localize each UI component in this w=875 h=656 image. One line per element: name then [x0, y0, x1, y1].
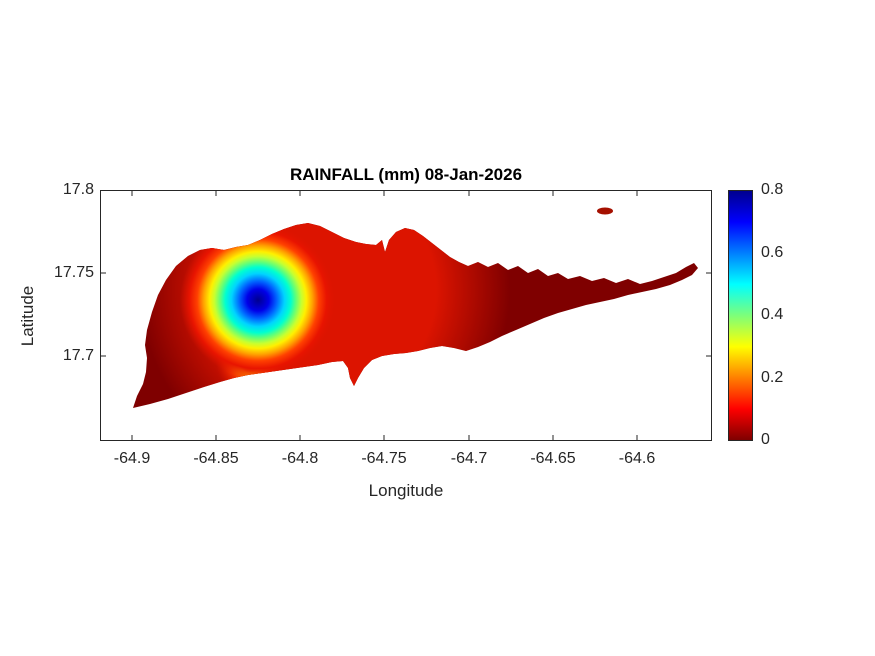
x-tick-label: -64.9	[113, 450, 151, 467]
x-tick-label: -64.8	[281, 450, 319, 467]
y-tick-label: 17.8	[62, 181, 94, 198]
colorbar-tick-label: 0.2	[761, 369, 784, 386]
colorbar-tick-label: 0.4	[761, 306, 784, 323]
y-tick-label: 17.7	[62, 347, 94, 364]
figure-title: RAINFALL (mm) 08-Jan-2026	[289, 165, 523, 184]
x-tick-label: -64.65	[530, 450, 576, 467]
colorbar-tick-label: 0.6	[761, 244, 784, 261]
y-tick-label: 17.75	[53, 264, 94, 281]
x-tick-label: -64.7	[450, 450, 488, 467]
axes-box	[100, 190, 712, 441]
y-axis-label: Latitude	[18, 285, 37, 347]
colorbar-tick-label: 0.8	[761, 181, 784, 198]
x-tick-label: -64.6	[618, 450, 656, 467]
map-plot-area	[100, 190, 712, 441]
x-tick-label: -64.75	[361, 450, 407, 467]
colorbar	[728, 190, 753, 441]
rainfall-primary-maximum	[180, 223, 336, 378]
islet-shape	[597, 207, 613, 215]
colorbar-tick-label: 0	[761, 431, 770, 448]
x-axis-label: Longitude	[368, 481, 444, 500]
x-tick-label: -64.85	[193, 450, 239, 467]
